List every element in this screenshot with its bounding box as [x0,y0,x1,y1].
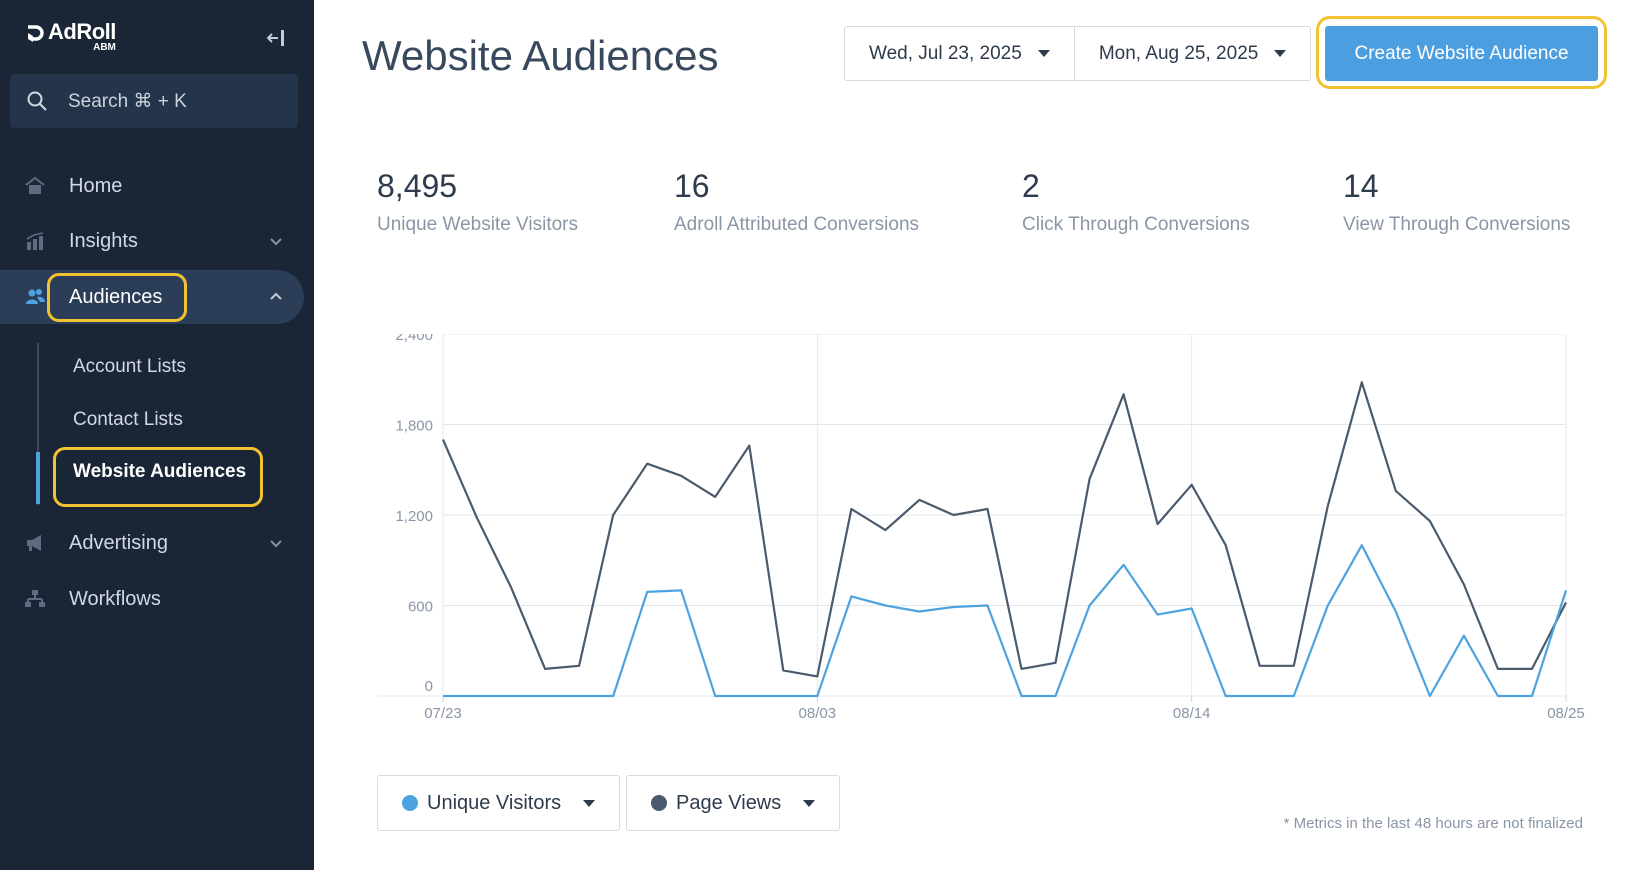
caret-down-icon [1037,50,1050,57]
end-date-dropdown[interactable]: Mon, Aug 25, 2025 [1073,27,1311,80]
date-range-picker: Wed, Jul 23, 2025 Mon, Aug 25, 2025 [844,26,1312,81]
page-views-metric-dropdown[interactable]: Page Views [626,775,841,831]
subnav-line [37,343,39,505]
caret-down-icon [583,799,596,807]
page-views-line [441,381,1567,678]
stat-value: 14 [1343,168,1379,204]
subnav-item-contact-lists[interactable]: Contact Lists [73,409,183,430]
stat-click-through-conversions: 2 Click Through Conversions [1022,168,1250,236]
logo-sub: ABM [93,42,116,53]
caret-down-icon [803,799,816,807]
start-date-label: Wed, Jul 23, 2025 [869,42,1022,64]
subnav-item-website-audiences[interactable]: Website Audiences [73,461,247,482]
sidebar-item-label: Insights [69,229,138,252]
y-tick-label: 0 [425,678,433,695]
logo-name: AdRoll [48,19,116,44]
workflows-icon [25,590,45,607]
stat-view-through-conversions: 14 View Through Conversions [1343,168,1570,236]
sidebar-item-home[interactable]: Home [0,159,300,213]
x-tick-label: 08/03 [799,705,837,722]
sidebar-item-label: Workflows [69,587,161,610]
sidebar-item-label: Audiences [69,285,163,308]
search-label: Search ⌘ + K [68,90,187,112]
chevron-down-icon [270,540,282,548]
page-views-label: Page Views [676,791,782,814]
unique-visitors-metric-dropdown[interactable]: Unique Visitors [377,775,621,831]
search-icon [27,91,47,111]
x-tick-label: 07/23 [424,705,462,722]
stat-label: View Through Conversions [1343,214,1571,235]
create-website-audience-button[interactable]: Create Website Audience [1325,26,1598,81]
x-tick-label: 08/25 [1547,705,1585,722]
sidebar-item-label: Home [69,174,123,197]
sidebar-item-advertising[interactable]: Advertising [0,516,300,570]
sidebar-item-workflows[interactable]: Workflows [0,572,300,626]
y-tick-label: 600 [408,599,433,616]
adroll-logo[interactable]: AdRoll ABM [25,20,116,53]
sidebar: AdRoll ABM Search ⌘ + K Home Insights [0,0,314,870]
chevron-down-icon [270,238,282,246]
adroll-logo-icon [28,25,44,42]
sidebar-item-label: Advertising [69,531,168,554]
subnav-active-indicator [36,452,40,504]
start-date-dropdown[interactable]: Wed, Jul 23, 2025 [845,27,1074,80]
home-icon [25,176,45,194]
y-tick-label: 1,800 [395,418,433,435]
stat-value: 16 [674,168,710,204]
y-tick-label: 2,400 [395,334,433,344]
page-title: Website Audiences [362,32,719,79]
stat-unique-visitors: 8,495 Unique Website Visitors [377,168,578,236]
collapse-sidebar-icon[interactable] [264,26,288,50]
stat-label: Unique Website Visitors [377,214,579,235]
metrics-footnote: * Metrics in the last 48 hours are not f… [1283,815,1583,832]
stat-label: Adroll Attributed Conversions [674,214,920,235]
unique-visitors-dot [402,795,418,811]
end-date-label: Mon, Aug 25, 2025 [1098,42,1259,64]
chevron-up-icon [270,292,282,300]
x-tick-label: 08/14 [1173,705,1211,722]
insights-icon [26,232,44,250]
sidebar-item-audiences[interactable]: Audiences [0,270,304,324]
page-views-dot [651,795,667,811]
subnav-item-account-lists[interactable]: Account Lists [73,356,186,377]
stat-attributed-conversions: 16 Adroll Attributed Conversions [674,168,919,236]
unique-visitors-line [443,544,1568,698]
caret-down-icon [1274,50,1287,57]
stat-value: 8,495 [377,168,458,204]
unique-visitors-label: Unique Visitors [427,791,562,814]
y-tick-label: 1,200 [395,508,433,525]
sidebar-item-insights[interactable]: Insights [0,214,300,268]
audience-line-chart: 0 600 1,200 1,800 2,400 07/23 08/03 08/14 08/25 [378,334,1585,722]
megaphone-icon [27,535,41,551]
stat-value: 2 [1022,168,1040,204]
audiences-icon [26,289,45,304]
stat-label: Click Through Conversions [1022,214,1250,235]
search-input[interactable]: Search ⌘ + K [10,74,298,128]
